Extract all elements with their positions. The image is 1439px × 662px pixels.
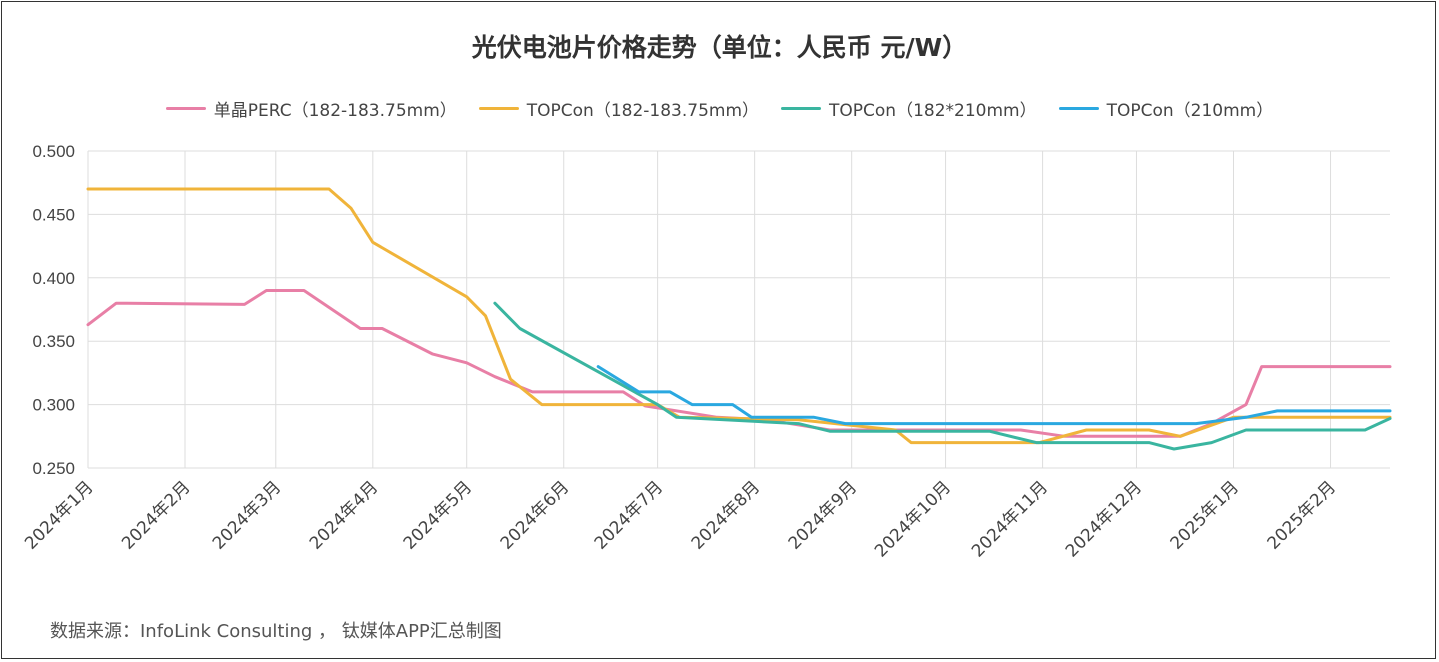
x-tick-label: 2024年10月 [871,477,955,561]
y-tick-label: 0.450 [32,205,75,224]
x-tick-label: 2024年6月 [497,477,573,553]
series-line [596,365,1392,426]
x-tick-label: 2024年4月 [306,477,382,553]
y-tick-label: 0.500 [32,142,75,161]
legend-item: 单晶PERC（182-183.75mm） [165,96,457,121]
legend-item: TOPCon（210mm） [1058,96,1274,121]
legend-label: TOPCon（182*210mm） [829,101,1037,121]
y-tick-label: 0.400 [32,269,75,288]
legend-item: TOPCon（182*210mm） [781,96,1037,121]
x-tick-label: 2024年7月 [591,477,667,553]
series-line [86,289,1392,438]
legend-swatch [478,107,519,110]
x-tick-label: 2024年3月 [209,477,285,553]
legend-swatch [1058,107,1099,110]
x-tick-label: 2024年1月 [21,477,97,553]
x-tick-label: 2024年8月 [688,477,764,553]
x-tick-label: 2025年2月 [1264,477,1340,553]
x-tick-label: 2024年9月 [785,477,861,553]
chart-title: 光伏电池片价格走势（单位：人民币 元/W） [471,33,968,62]
legend-label: TOPCon（182-183.75mm） [526,101,760,121]
y-tick-label: 0.350 [32,332,75,351]
source-note: 数据来源：InfoLink Consulting ， 钛媒体APP汇总制图 [50,621,502,642]
x-tick-label: 2025年1月 [1167,477,1243,553]
legend-swatch [781,107,822,110]
series-line [493,301,1392,451]
x-tick-label: 2024年12月 [1062,477,1146,561]
legend-item: TOPCon（182-183.75mm） [478,96,760,121]
legend-label: TOPCon（210mm） [1106,101,1274,121]
x-tick-label: 2024年5月 [400,477,476,553]
legend: 单晶PERC（182-183.75mm） TOPCon（182-183.75mm… [0,96,1439,121]
y-tick-label: 0.250 [32,459,75,478]
legend-swatch [165,107,206,110]
x-tick-label: 2024年11月 [968,477,1052,561]
x-tick-label: 2024年2月 [118,477,194,553]
y-tick-label: 0.300 [32,396,75,415]
legend-label: 单晶PERC（182-183.75mm） [213,101,457,121]
